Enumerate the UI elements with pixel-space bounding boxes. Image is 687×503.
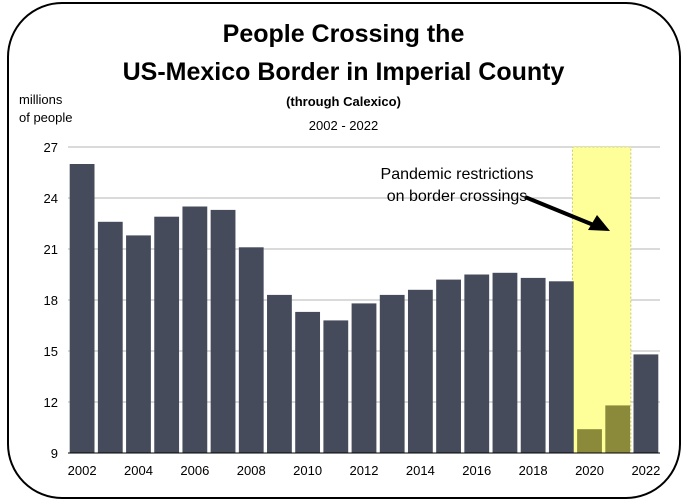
x-tick-label: 2012	[350, 463, 379, 478]
bar-2017	[492, 272, 518, 453]
y-tick-label: 27	[44, 140, 58, 155]
bar-2006	[182, 206, 208, 453]
chart-subtitle: (through Calexico)	[286, 94, 401, 109]
chart-title: People Crossing the	[222, 20, 465, 48]
y-axis-label: millions	[19, 92, 63, 107]
x-tick-label: 2022	[631, 463, 660, 478]
bar-2008	[238, 247, 264, 453]
bar-2002	[69, 164, 95, 453]
x-tick-label: 2004	[124, 463, 153, 478]
bar-2003	[97, 221, 123, 453]
bar-2015	[436, 279, 461, 453]
x-tick-label: 2020	[575, 463, 604, 478]
bar-2018	[520, 277, 546, 453]
x-tick-label: 2010	[293, 463, 322, 478]
bar-2021	[605, 405, 631, 453]
x-tick-label: 2002	[68, 463, 97, 478]
annotation-text-line2: on border crossings	[386, 188, 528, 205]
bar-2022	[633, 354, 659, 453]
x-tick-label: 2016	[462, 463, 491, 478]
y-tick-labels: 9 12 15 18 21 24 27	[44, 140, 58, 461]
bar-2009	[267, 294, 292, 453]
annotation-arrow	[524, 195, 610, 231]
y-tick-label: 24	[44, 191, 58, 206]
y-tick-label: 15	[44, 344, 58, 359]
chart-title-line2: US-Mexico Border in Imperial County	[122, 58, 565, 86]
x-tick-label: 2014	[406, 463, 435, 478]
bar-2004	[126, 235, 151, 453]
y-tick-label: 9	[51, 446, 58, 461]
bars	[69, 164, 659, 453]
y-axis-label-line2: of people	[19, 110, 73, 125]
y-tick-label: 21	[44, 242, 58, 257]
date-range: 2002 - 2022	[308, 118, 379, 133]
bar-2010	[295, 311, 321, 453]
bar-2005	[154, 216, 180, 453]
annotation-text: Pandemic restrictions	[380, 166, 534, 183]
bar-2016	[464, 274, 490, 453]
x-tick-label: 2018	[519, 463, 548, 478]
x-tick-labels: 2002 2004 2006 2008 2010 2012 2014 2016 2018 2020…	[68, 463, 661, 478]
bar-2019	[548, 281, 574, 453]
y-tick-label: 12	[44, 395, 58, 410]
bar-2020	[577, 429, 602, 453]
x-tick-label: 2008	[237, 463, 266, 478]
bar-2011	[323, 320, 349, 453]
bar-2014	[407, 289, 433, 453]
y-tick-label: 18	[44, 293, 58, 308]
bar-2012	[351, 303, 377, 453]
bar-2013	[379, 294, 405, 453]
bar-2007	[210, 209, 236, 453]
x-tick-label: 2006	[180, 463, 209, 478]
